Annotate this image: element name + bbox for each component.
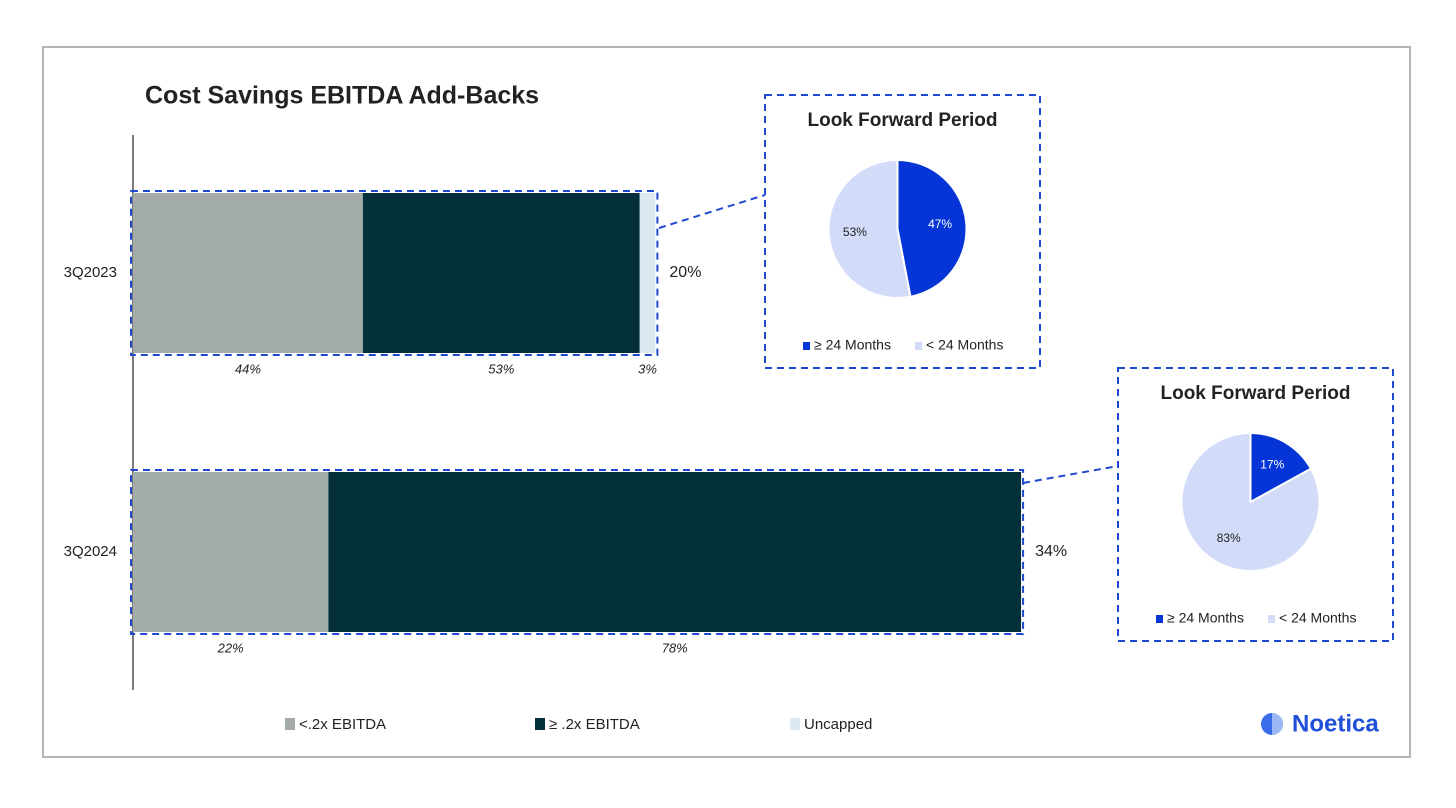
bar-outline	[130, 190, 659, 356]
logo-icon	[1272, 713, 1283, 735]
pie-title: Look Forward Period	[807, 110, 997, 131]
bar-segment	[639, 193, 656, 353]
legend-swatch	[790, 718, 800, 730]
segment-label: 3%	[638, 361, 657, 376]
connector	[658, 194, 766, 229]
legend-label: < 24 Months	[1279, 610, 1356, 626]
slice-label: 53%	[843, 225, 867, 239]
pie-slice	[1180, 431, 1321, 572]
slice-label: 47%	[928, 217, 952, 231]
category-label: 3Q2024	[64, 543, 117, 560]
legend-swatch	[915, 342, 922, 350]
legend-label: ≥ 24 Months	[814, 337, 891, 353]
brand: Noetica	[1292, 710, 1379, 737]
total-label: 34%	[1035, 543, 1067, 560]
slice-label: 17%	[1260, 457, 1284, 471]
chart-title: Cost Savings EBITDA Add-Backs	[145, 82, 539, 110]
segment-label: 78%	[662, 640, 688, 655]
total-label: 20%	[669, 264, 701, 281]
segment-label: 22%	[217, 640, 244, 655]
category-label: 3Q2023	[64, 264, 117, 281]
connector	[1022, 465, 1119, 484]
bar-segment	[133, 193, 363, 353]
pie-slice	[827, 158, 912, 299]
bar-outline	[130, 469, 1025, 635]
pie-slice	[1249, 431, 1313, 504]
segment-label: 53%	[488, 361, 514, 376]
legend-label: < 24 Months	[926, 337, 1003, 353]
segment-label: 44%	[235, 361, 261, 376]
pie-slice	[896, 158, 968, 298]
legend-label: ≥ .2x EBITDA	[549, 716, 640, 733]
slice-label: 83%	[1217, 531, 1241, 545]
legend-label: ≥ 24 Months	[1167, 610, 1244, 626]
legend-swatch	[285, 718, 295, 730]
legend-label: <.2x EBITDA	[299, 716, 386, 733]
legend-swatch	[1268, 615, 1275, 623]
legend-swatch	[535, 718, 545, 730]
bar-segment	[133, 472, 329, 632]
bar-segment	[328, 472, 1022, 632]
legend-swatch	[803, 342, 810, 350]
bar-segment	[362, 193, 640, 353]
pie-title: Look Forward Period	[1160, 383, 1350, 404]
legend-label: Uncapped	[804, 716, 872, 733]
legend-swatch	[1156, 615, 1163, 623]
